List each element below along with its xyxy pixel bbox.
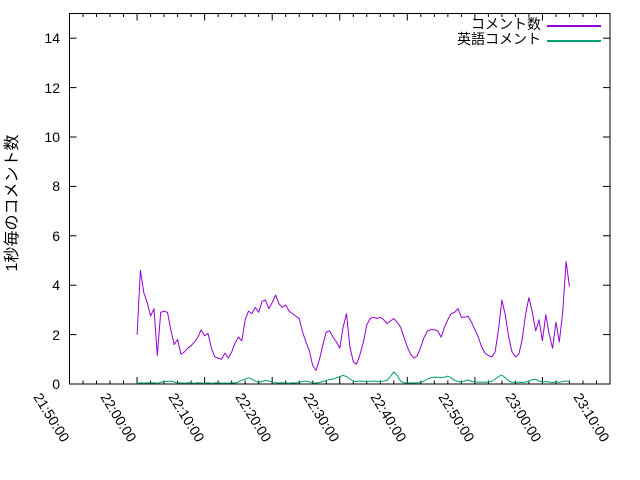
- legend-label-english-comments: 英語コメント: [457, 31, 541, 47]
- y-tick-label: 12: [44, 79, 60, 96]
- y-axis-title: 1秒毎のコメント数: [4, 134, 21, 272]
- legend-line-sample-english-comments: [547, 40, 601, 42]
- y-tick-label: 14: [44, 30, 60, 47]
- legend-label-comments: コメント数: [471, 16, 541, 32]
- series-line-0: [136, 261, 570, 371]
- y-tick-label: 0: [52, 376, 60, 392]
- y-tick-label: 6: [52, 227, 60, 244]
- y-tick-label: 4: [52, 277, 60, 294]
- y-tick-label: 2: [52, 326, 60, 343]
- y-tick-label: 10: [44, 129, 60, 145]
- plot-border: [69, 13, 611, 385]
- legend-line-sample-comments: [547, 25, 601, 27]
- y-tick-label: 8: [52, 178, 60, 195]
- series-line-1: [136, 371, 570, 384]
